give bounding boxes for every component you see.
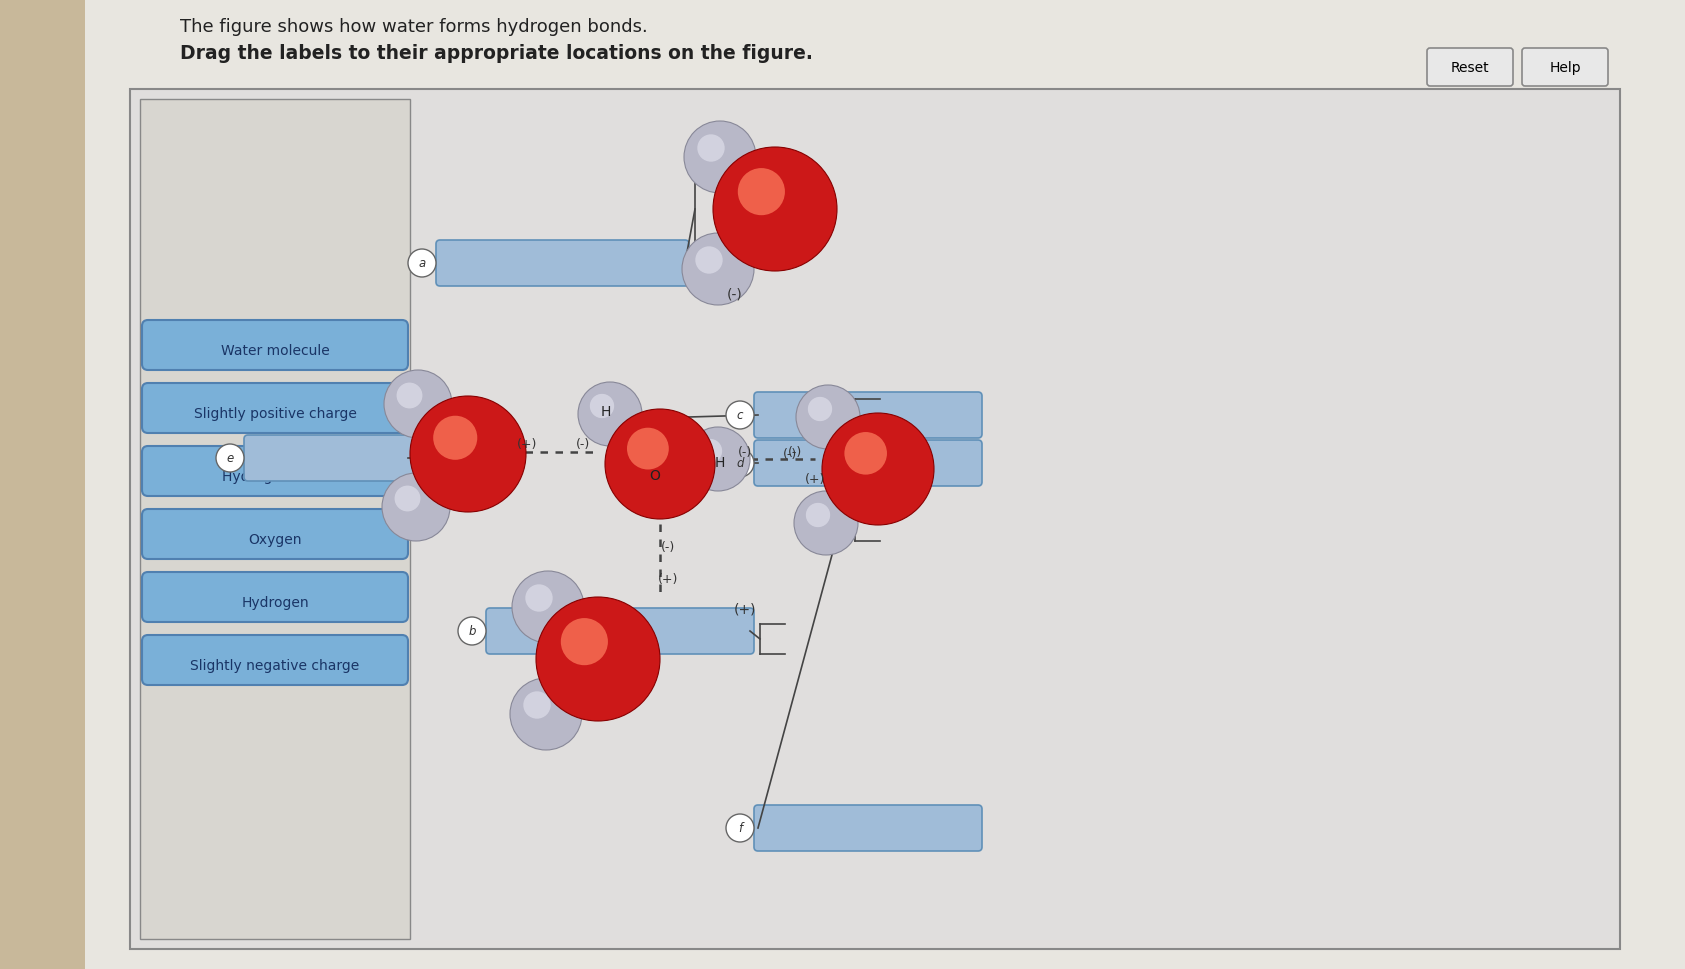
Text: H: H — [602, 405, 612, 419]
Circle shape — [536, 597, 661, 721]
Circle shape — [578, 383, 642, 447]
Text: (+): (+) — [805, 473, 826, 486]
FancyBboxPatch shape — [142, 636, 408, 685]
Text: (+): (+) — [733, 603, 757, 616]
Circle shape — [684, 122, 757, 194]
FancyBboxPatch shape — [244, 435, 447, 482]
FancyBboxPatch shape — [753, 392, 982, 439]
Circle shape — [526, 584, 553, 612]
Text: Hydrogen bond: Hydrogen bond — [221, 470, 329, 484]
Text: O: O — [649, 469, 661, 483]
Text: (-): (-) — [738, 446, 752, 459]
Text: a: a — [418, 257, 426, 270]
Circle shape — [216, 445, 244, 473]
Circle shape — [433, 417, 477, 460]
Circle shape — [561, 618, 608, 666]
Text: d: d — [736, 457, 743, 470]
Text: H: H — [714, 455, 725, 470]
Circle shape — [682, 234, 753, 305]
Text: b: b — [468, 625, 475, 638]
FancyBboxPatch shape — [130, 90, 1619, 949]
Circle shape — [726, 401, 753, 429]
Circle shape — [408, 250, 436, 278]
FancyBboxPatch shape — [142, 384, 408, 433]
Text: Water molecule: Water molecule — [221, 344, 329, 358]
Circle shape — [396, 383, 423, 409]
Text: (+): (+) — [657, 573, 677, 586]
Circle shape — [794, 491, 858, 555]
Circle shape — [394, 486, 421, 512]
Circle shape — [807, 397, 832, 422]
FancyBboxPatch shape — [142, 510, 408, 559]
Circle shape — [726, 450, 753, 478]
Circle shape — [844, 432, 886, 475]
Text: Slightly negative charge: Slightly negative charge — [190, 658, 359, 672]
FancyBboxPatch shape — [1427, 49, 1513, 87]
Circle shape — [795, 386, 859, 450]
Text: (-): (-) — [661, 541, 676, 554]
FancyBboxPatch shape — [753, 441, 982, 486]
Text: (-): (-) — [576, 438, 590, 451]
Text: (-): (-) — [728, 288, 743, 301]
Text: (-): (-) — [789, 446, 802, 459]
FancyBboxPatch shape — [485, 609, 753, 654]
Circle shape — [696, 247, 723, 274]
Circle shape — [384, 370, 452, 439]
Text: (-): (-) — [784, 448, 797, 461]
Circle shape — [805, 503, 831, 527]
Text: (+): (+) — [517, 438, 538, 451]
Circle shape — [627, 428, 669, 470]
Circle shape — [713, 148, 837, 271]
FancyBboxPatch shape — [142, 447, 408, 496]
Text: Drag the labels to their appropriate locations on the figure.: Drag the labels to their appropriate loc… — [180, 44, 812, 63]
Text: f: f — [738, 822, 741, 834]
Circle shape — [382, 474, 450, 542]
Text: c: c — [736, 409, 743, 422]
FancyBboxPatch shape — [753, 805, 982, 851]
Circle shape — [512, 572, 585, 643]
Text: The figure shows how water forms hydrogen bonds.: The figure shows how water forms hydroge… — [180, 18, 647, 36]
Circle shape — [511, 678, 581, 750]
FancyBboxPatch shape — [142, 321, 408, 370]
Circle shape — [590, 394, 613, 419]
Circle shape — [738, 169, 785, 216]
Circle shape — [524, 692, 551, 719]
Circle shape — [458, 617, 485, 645]
Circle shape — [409, 396, 526, 513]
Circle shape — [698, 439, 723, 464]
Text: Help: Help — [1549, 61, 1581, 75]
Circle shape — [605, 410, 714, 519]
FancyBboxPatch shape — [142, 573, 408, 622]
Text: Hydrogen: Hydrogen — [241, 595, 308, 610]
FancyBboxPatch shape — [436, 240, 689, 287]
Text: Slightly positive charge: Slightly positive charge — [194, 407, 357, 421]
Circle shape — [686, 427, 750, 491]
Text: e: e — [226, 452, 234, 465]
Circle shape — [822, 414, 933, 525]
Text: Reset: Reset — [1451, 61, 1490, 75]
FancyBboxPatch shape — [140, 100, 409, 939]
Text: Oxygen: Oxygen — [248, 532, 302, 547]
Circle shape — [726, 814, 753, 842]
FancyBboxPatch shape — [1522, 49, 1607, 87]
FancyBboxPatch shape — [84, 0, 1685, 969]
Circle shape — [698, 136, 725, 163]
